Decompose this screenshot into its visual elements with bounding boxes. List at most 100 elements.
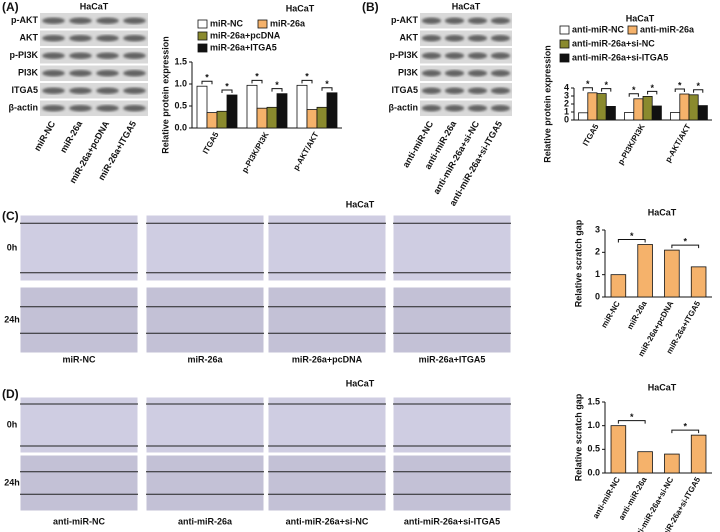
blot-band [123, 35, 146, 42]
blot-band [467, 105, 488, 112]
bar [596, 93, 607, 121]
micrograph [19, 286, 139, 354]
blot-band [96, 17, 119, 24]
blot-row-label: β-actin [9, 103, 39, 113]
micrograph [145, 396, 265, 454]
scratch-title: HaCaT [346, 378, 375, 388]
y-tick-label: 4 [564, 82, 569, 92]
significance-bracket [301, 79, 313, 84]
significance-label: * [632, 85, 636, 95]
y-tick-label: 0 [564, 114, 569, 124]
blot-band [42, 17, 65, 24]
blot-band [69, 105, 92, 112]
blot-band [421, 70, 442, 77]
bar [637, 244, 653, 298]
y-tick-label: 0.0 [587, 467, 600, 477]
chart-title: HaCaT [648, 207, 677, 217]
group-label: anti-miR-26a [178, 516, 233, 526]
micrograph [145, 286, 265, 354]
significance-label: * [678, 80, 682, 90]
legend-label: anti-miR-NC [572, 24, 624, 34]
blot-band [490, 70, 511, 77]
significance-label: * [305, 72, 309, 82]
legend-label: miR-26a+ITGA5 [210, 42, 277, 52]
y-tick-label: 1.5 [587, 396, 600, 406]
significance-bracket [674, 88, 685, 92]
blot-row-label: ITGA5 [11, 85, 38, 95]
legend-swatch [559, 39, 570, 49]
blot-band [467, 17, 488, 24]
bar [216, 110, 228, 129]
blot-row-label: p-AKT [11, 15, 38, 25]
blot-band [490, 105, 511, 112]
group-label: miR-26a+ITGA5 [419, 354, 486, 364]
legend-label: miR-NC [210, 18, 243, 28]
legend-label: anti-miR-26a [640, 24, 695, 34]
bar [206, 112, 218, 129]
blot-lane-label: miR-26a [58, 118, 85, 154]
significance-label: * [275, 80, 279, 90]
micrograph [392, 214, 512, 282]
significance-bracket [671, 429, 700, 434]
blot-band [42, 105, 65, 112]
blot-band [123, 17, 146, 24]
micrograph [267, 396, 387, 454]
micrograph [267, 214, 387, 282]
blot-band [444, 35, 465, 42]
chart-title: HaCaT [286, 3, 315, 13]
significance-label: * [604, 80, 608, 90]
blot-band [467, 70, 488, 77]
bar [670, 112, 681, 121]
legend-label: anti-miR-26a+si-ITGA5 [572, 52, 668, 62]
bar [605, 106, 616, 121]
significance-bracket [221, 89, 233, 93]
bar [610, 425, 627, 474]
blot-row-label: p-PI3K [9, 50, 38, 60]
x-tick-label: p-AKT/AKT [663, 122, 692, 164]
blot-band [123, 105, 146, 112]
panel-label: (B) [362, 0, 379, 14]
significance-bracket [201, 80, 213, 85]
y-tick-label: 1 [595, 269, 600, 279]
blot-row-label: AKT [400, 33, 419, 43]
significance-bracket [582, 87, 593, 91]
bar [578, 112, 589, 121]
blot-strip [420, 13, 512, 29]
y-tick-label: 1.5 [174, 56, 187, 66]
blot-band [444, 52, 465, 59]
blot-band [69, 35, 92, 42]
bar [697, 105, 708, 121]
blot-strip [420, 65, 512, 81]
group-label: anti-miR-26a+si-ITGA5 [404, 516, 500, 526]
x-tick-label: miR-NC [599, 299, 622, 329]
group-label: miR-26a+pcDNA [292, 354, 363, 364]
blot-band [42, 70, 65, 77]
blot-row-label: AKT [20, 33, 39, 43]
significance-label: * [630, 231, 634, 241]
legend-label: miR-26a [270, 18, 306, 28]
time-label: 0h [7, 242, 18, 252]
blot-strip [40, 48, 148, 64]
bar [256, 107, 268, 129]
significance-label: * [225, 81, 229, 91]
micrograph [19, 454, 139, 512]
significance-bracket [251, 79, 263, 84]
y-tick-label: 1.0 [587, 420, 600, 430]
y-axis-label: Relative protein expression [160, 36, 170, 154]
x-tick-label: ITGA5 [201, 130, 221, 155]
group-label: miR-26a [187, 354, 223, 364]
bar [679, 93, 690, 121]
legend-swatch [197, 43, 208, 53]
blot-row-label: β-actin [389, 103, 419, 113]
legend-label: miR-26a+pcDNA [210, 30, 281, 40]
legend-swatch [197, 31, 208, 41]
blot-row-label: p-PI3K [389, 50, 418, 60]
blot-band [444, 87, 465, 94]
time-label: 0h [7, 419, 18, 429]
significance-label: * [650, 83, 654, 93]
bar [690, 434, 707, 474]
blot-band [69, 17, 92, 24]
y-tick-label: 1 [564, 106, 569, 116]
bar [587, 92, 598, 121]
micrograph [392, 396, 512, 454]
